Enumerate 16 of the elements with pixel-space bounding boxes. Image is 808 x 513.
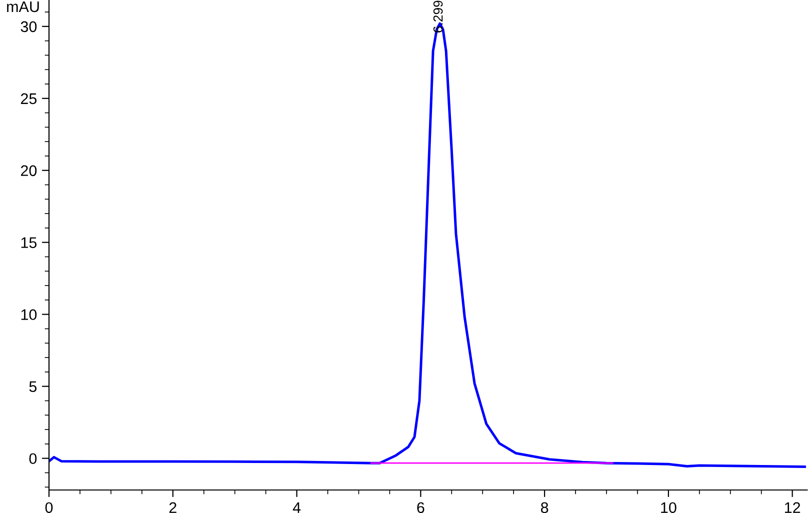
y-tick-label: 0 [29, 453, 37, 464]
annotation: 6.299 [433, 0, 443, 32]
y-tick-label: 10 [21, 309, 37, 320]
x-tick-label: 10 [661, 502, 676, 513]
y-tick-label: 15 [21, 237, 37, 248]
x-tick-label: 0 [45, 502, 53, 513]
x-tick-label: 12 [784, 502, 800, 513]
y-tick-label: 20 [20, 165, 37, 176]
y-tick-label: 5 [29, 381, 37, 392]
y-axis-title: mAU [7, 1, 39, 12]
x-tick-label: 8 [540, 502, 548, 513]
y-tick-label: 30 [20, 21, 37, 32]
x-tick-label: 6 [417, 502, 424, 513]
x-tick-label: 2 [169, 502, 176, 513]
x-tick-label: 4 [292, 502, 301, 513]
y-tick-label: 25 [20, 93, 37, 104]
